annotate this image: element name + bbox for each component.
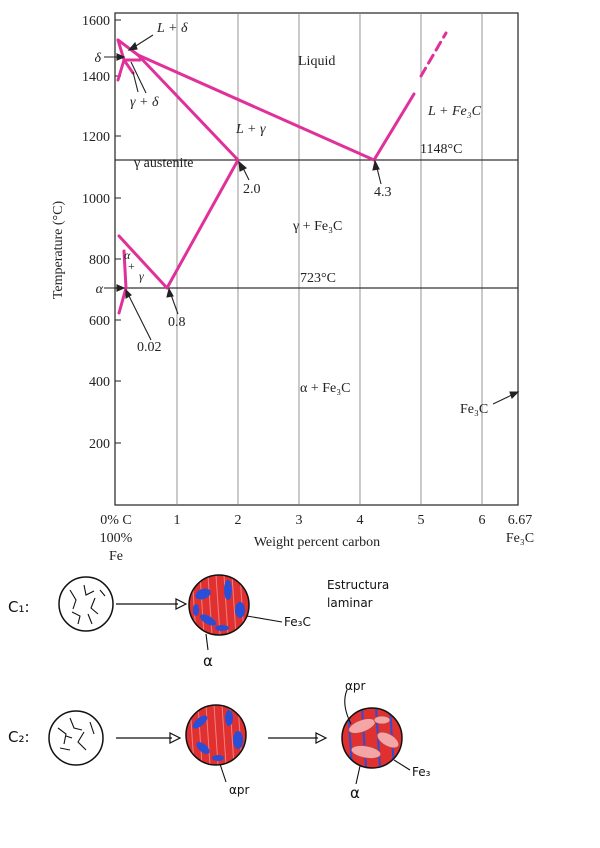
x-tick-label: 6 — [479, 513, 486, 528]
y-tick-label: 1600 — [82, 14, 110, 29]
c1-label: C₁: — [8, 598, 30, 616]
sketch-c1-row: C₁: — [8, 574, 389, 670]
x-origin-sub-label-1: 100% — [100, 531, 133, 546]
eutectoid-temp-label: 723°C — [300, 271, 336, 286]
x-end-label: 6.67 — [508, 513, 533, 528]
acm-line — [165, 158, 240, 290]
c2-intermediate-sketch — [185, 704, 247, 766]
c2-final-sketch — [341, 707, 403, 769]
c2-fe3-leader — [393, 759, 411, 771]
c1-note-line2: laminar — [327, 596, 373, 610]
x-axis-title: Weight percent carbon — [254, 535, 380, 550]
c1-alpha-label: α — [203, 652, 213, 670]
c2-austenite-grain-sketch — [48, 710, 104, 766]
phase-boundaries — [116, 31, 448, 315]
y-tick-label: 1000 — [82, 192, 110, 207]
region-labels: Liquid L + δ γ + δ L + γ L + Fe₃C γ aust… — [124, 21, 488, 417]
x-tick-label: 5 — [418, 513, 425, 528]
c1-note-line1: Estructura — [327, 578, 389, 592]
cementite-liquidus-dashed — [419, 31, 448, 78]
alpha-solvus-line — [117, 249, 128, 315]
c2-fe3-label: Fe₃ — [412, 765, 431, 779]
c2-alpha-pr-top-leader — [344, 689, 352, 725]
region-gamma-delta: γ + δ — [130, 95, 159, 110]
c1-alpha-leader — [205, 633, 209, 651]
y-tick-marks — [115, 19, 121, 444]
region-alpha-fe3c: α + Fe₃C — [300, 381, 350, 396]
y-tick-label: 1200 — [82, 130, 110, 145]
cementite-liquidus-line — [372, 92, 416, 162]
sketch-c2-row: C₂: — [8, 679, 431, 802]
alpha-tick-label: α — [96, 282, 104, 297]
y-tick-label: 200 — [89, 437, 110, 452]
liquidus-main-line — [136, 53, 376, 162]
region-alpha-gamma-plus: + — [128, 259, 135, 273]
c1-transformation-arrow — [116, 598, 188, 610]
delta-tick-label: δ — [94, 51, 101, 66]
a3-line — [117, 234, 169, 290]
region-l-gamma: L + γ — [235, 122, 266, 137]
y-tick-label: 800 — [89, 253, 110, 268]
region-alpha-gamma-alpha: α — [124, 248, 131, 262]
c2-label: C₂: — [8, 728, 30, 746]
annotation-arrows — [104, 34, 520, 405]
c1-fe3c-leader — [246, 615, 283, 623]
x-tick-label: 3 — [296, 513, 303, 528]
x-axis-ticks: 1 2 3 4 5 6 6.67 Fe₃C 0% C 100% Fe — [100, 513, 534, 564]
y-tick-label: 600 — [89, 314, 110, 329]
c1-fe3c-label: Fe₃C — [284, 615, 311, 629]
vertical-gridlines — [176, 13, 483, 505]
region-alpha-gamma-gamma: γ — [139, 269, 144, 283]
plot-frame — [114, 12, 519, 506]
region-l-fe3c: L + Fe₃C — [427, 104, 482, 119]
composition-0-8-label: 0.8 — [168, 315, 186, 330]
region-gamma-austenite: γ austenite — [133, 156, 193, 171]
x-tick-label: 4 — [357, 513, 364, 528]
x-tick-label: 1 — [174, 513, 181, 528]
c1-lamellar-pearlite-sketch — [188, 574, 250, 636]
fe3c-pointer-label: Fe₃C — [460, 402, 488, 417]
region-liquid: Liquid — [298, 54, 335, 69]
y-axis-ticks: 1600 1400 1200 1000 800 600 400 200 α δ — [82, 14, 110, 452]
c2-transformation-arrow-2 — [268, 732, 328, 744]
y-axis-title: Temperature (°C) — [51, 201, 66, 300]
plot-area — [114, 12, 519, 506]
c1-austenite-grain-sketch — [58, 576, 114, 632]
y-tick-label: 400 — [89, 375, 110, 390]
y-tick-label: 1400 — [82, 70, 110, 85]
c2-alpha-leader — [355, 765, 361, 785]
composition-2-0-label: 2.0 — [243, 182, 261, 197]
region-l-delta: L + δ — [156, 21, 188, 36]
point-annotations: 1148°C 723°C 2.0 4.3 0.8 0.02 — [137, 142, 462, 355]
peritectic-gamma-line — [122, 58, 135, 75]
c2-transformation-arrow-1 — [116, 732, 182, 744]
x-origin-sub-label-2: Fe — [109, 549, 123, 564]
composition-0-02-label: 0.02 — [137, 340, 162, 355]
eutectic-temp-label: 1148°C — [420, 142, 462, 157]
c2-alpha-pr-bottom-leader — [219, 763, 227, 783]
x-origin-label: 0% C — [100, 513, 132, 528]
composition-4-3-label: 4.3 — [374, 185, 392, 200]
x-end-sub-label: Fe₃C — [506, 531, 534, 546]
c2-alpha-pr-bottom-label: αpr — [229, 783, 250, 797]
c2-alpha-pr-top-label: αpr — [345, 679, 366, 693]
c2-alpha-label: α — [350, 784, 360, 802]
x-tick-label: 2 — [235, 513, 242, 528]
region-gamma-fe3c: γ + Fe₃C — [292, 219, 342, 234]
